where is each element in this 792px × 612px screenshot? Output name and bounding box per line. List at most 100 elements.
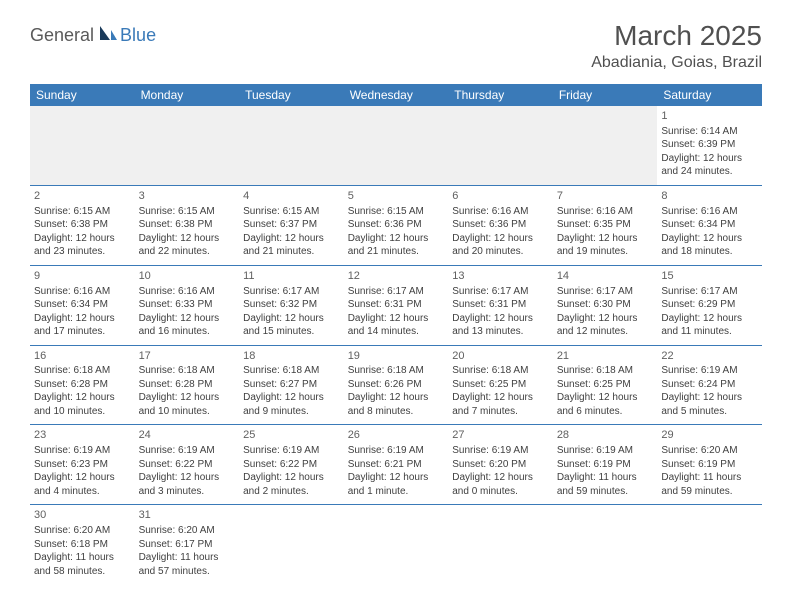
daylight-text: Daylight: 12 hours and 13 minutes. bbox=[452, 312, 549, 339]
sunrise-text: Sunrise: 6:16 AM bbox=[34, 285, 131, 299]
day-number: 22 bbox=[661, 349, 758, 364]
sunrise-text: Sunrise: 6:18 AM bbox=[557, 364, 654, 378]
sunrise-text: Sunrise: 6:19 AM bbox=[348, 444, 445, 458]
day-number: 23 bbox=[34, 428, 131, 443]
sunrise-text: Sunrise: 6:14 AM bbox=[661, 125, 758, 139]
day-number: 31 bbox=[139, 508, 236, 523]
calendar-cell: 7Sunrise: 6:16 AMSunset: 6:35 PMDaylight… bbox=[553, 185, 658, 265]
sunrise-text: Sunrise: 6:16 AM bbox=[139, 285, 236, 299]
sunset-text: Sunset: 6:24 PM bbox=[661, 378, 758, 392]
calendar-cell bbox=[344, 106, 449, 185]
daylight-text: Daylight: 12 hours and 21 minutes. bbox=[243, 232, 340, 259]
day-number: 17 bbox=[139, 349, 236, 364]
sunrise-text: Sunrise: 6:19 AM bbox=[452, 444, 549, 458]
sunrise-text: Sunrise: 6:17 AM bbox=[661, 285, 758, 299]
daylight-text: Daylight: 12 hours and 2 minutes. bbox=[243, 471, 340, 498]
calendar-cell bbox=[553, 106, 658, 185]
sunset-text: Sunset: 6:38 PM bbox=[139, 218, 236, 232]
sunset-text: Sunset: 6:25 PM bbox=[557, 378, 654, 392]
sunset-text: Sunset: 6:28 PM bbox=[139, 378, 236, 392]
sunrise-text: Sunrise: 6:15 AM bbox=[139, 205, 236, 219]
sunset-text: Sunset: 6:30 PM bbox=[557, 298, 654, 312]
daylight-text: Daylight: 12 hours and 8 minutes. bbox=[348, 391, 445, 418]
calendar-cell: 4Sunrise: 6:15 AMSunset: 6:37 PMDaylight… bbox=[239, 185, 344, 265]
sunset-text: Sunset: 6:31 PM bbox=[348, 298, 445, 312]
sunset-text: Sunset: 6:19 PM bbox=[557, 458, 654, 472]
day-number: 10 bbox=[139, 269, 236, 284]
day-header: Saturday bbox=[657, 84, 762, 106]
sunset-text: Sunset: 6:35 PM bbox=[557, 218, 654, 232]
calendar-cell: 18Sunrise: 6:18 AMSunset: 6:27 PMDayligh… bbox=[239, 345, 344, 425]
daylight-text: Daylight: 12 hours and 23 minutes. bbox=[34, 232, 131, 259]
daylight-text: Daylight: 12 hours and 5 minutes. bbox=[661, 391, 758, 418]
sunrise-text: Sunrise: 6:15 AM bbox=[243, 205, 340, 219]
calendar-cell: 17Sunrise: 6:18 AMSunset: 6:28 PMDayligh… bbox=[135, 345, 240, 425]
sunrise-text: Sunrise: 6:18 AM bbox=[34, 364, 131, 378]
calendar-cell: 28Sunrise: 6:19 AMSunset: 6:19 PMDayligh… bbox=[553, 425, 658, 505]
sunset-text: Sunset: 6:22 PM bbox=[139, 458, 236, 472]
sunset-text: Sunset: 6:21 PM bbox=[348, 458, 445, 472]
day-number: 18 bbox=[243, 349, 340, 364]
daylight-text: Daylight: 12 hours and 9 minutes. bbox=[243, 391, 340, 418]
sunset-text: Sunset: 6:28 PM bbox=[34, 378, 131, 392]
day-number: 9 bbox=[34, 269, 131, 284]
day-header: Friday bbox=[553, 84, 658, 106]
sunrise-text: Sunrise: 6:15 AM bbox=[348, 205, 445, 219]
sunset-text: Sunset: 6:34 PM bbox=[661, 218, 758, 232]
sunrise-text: Sunrise: 6:18 AM bbox=[452, 364, 549, 378]
sunrise-text: Sunrise: 6:17 AM bbox=[557, 285, 654, 299]
sunset-text: Sunset: 6:25 PM bbox=[452, 378, 549, 392]
calendar-cell: 3Sunrise: 6:15 AMSunset: 6:38 PMDaylight… bbox=[135, 185, 240, 265]
day-number: 20 bbox=[452, 349, 549, 364]
day-number: 19 bbox=[348, 349, 445, 364]
day-number: 8 bbox=[661, 189, 758, 204]
daylight-text: Daylight: 11 hours and 59 minutes. bbox=[557, 471, 654, 498]
day-number: 11 bbox=[243, 269, 340, 284]
sunset-text: Sunset: 6:19 PM bbox=[661, 458, 758, 472]
calendar-cell: 14Sunrise: 6:17 AMSunset: 6:30 PMDayligh… bbox=[553, 265, 658, 345]
day-number: 3 bbox=[139, 189, 236, 204]
calendar-row: 23Sunrise: 6:19 AMSunset: 6:23 PMDayligh… bbox=[30, 425, 762, 505]
day-header: Wednesday bbox=[344, 84, 449, 106]
day-header: Tuesday bbox=[239, 84, 344, 106]
daylight-text: Daylight: 12 hours and 4 minutes. bbox=[34, 471, 131, 498]
daylight-text: Daylight: 12 hours and 16 minutes. bbox=[139, 312, 236, 339]
sunrise-text: Sunrise: 6:17 AM bbox=[348, 285, 445, 299]
calendar-cell: 22Sunrise: 6:19 AMSunset: 6:24 PMDayligh… bbox=[657, 345, 762, 425]
day-header: Sunday bbox=[30, 84, 135, 106]
day-number: 25 bbox=[243, 428, 340, 443]
calendar-cell: 12Sunrise: 6:17 AMSunset: 6:31 PMDayligh… bbox=[344, 265, 449, 345]
sunset-text: Sunset: 6:27 PM bbox=[243, 378, 340, 392]
calendar-cell: 9Sunrise: 6:16 AMSunset: 6:34 PMDaylight… bbox=[30, 265, 135, 345]
sunset-text: Sunset: 6:36 PM bbox=[452, 218, 549, 232]
location: Abadiania, Goias, Brazil bbox=[591, 54, 762, 72]
day-number: 28 bbox=[557, 428, 654, 443]
sunrise-text: Sunrise: 6:19 AM bbox=[139, 444, 236, 458]
daylight-text: Daylight: 12 hours and 1 minute. bbox=[348, 471, 445, 498]
sunrise-text: Sunrise: 6:16 AM bbox=[452, 205, 549, 219]
day-number: 26 bbox=[348, 428, 445, 443]
daylight-text: Daylight: 12 hours and 22 minutes. bbox=[139, 232, 236, 259]
sunset-text: Sunset: 6:32 PM bbox=[243, 298, 340, 312]
daylight-text: Daylight: 12 hours and 20 minutes. bbox=[452, 232, 549, 259]
calendar-cell bbox=[135, 106, 240, 185]
sunset-text: Sunset: 6:17 PM bbox=[139, 538, 236, 552]
daylight-text: Daylight: 12 hours and 18 minutes. bbox=[661, 232, 758, 259]
logo-text-general: General bbox=[30, 25, 94, 46]
calendar-cell: 6Sunrise: 6:16 AMSunset: 6:36 PMDaylight… bbox=[448, 185, 553, 265]
day-number: 29 bbox=[661, 428, 758, 443]
sunrise-text: Sunrise: 6:17 AM bbox=[243, 285, 340, 299]
logo: General Blue bbox=[30, 24, 156, 47]
sunset-text: Sunset: 6:22 PM bbox=[243, 458, 340, 472]
day-number: 7 bbox=[557, 189, 654, 204]
calendar-cell: 21Sunrise: 6:18 AMSunset: 6:25 PMDayligh… bbox=[553, 345, 658, 425]
calendar-row: 30Sunrise: 6:20 AMSunset: 6:18 PMDayligh… bbox=[30, 505, 762, 584]
sunrise-text: Sunrise: 6:16 AM bbox=[661, 205, 758, 219]
sunset-text: Sunset: 6:18 PM bbox=[34, 538, 131, 552]
daylight-text: Daylight: 12 hours and 10 minutes. bbox=[139, 391, 236, 418]
sunset-text: Sunset: 6:23 PM bbox=[34, 458, 131, 472]
day-header-row: Sunday Monday Tuesday Wednesday Thursday… bbox=[30, 84, 762, 106]
daylight-text: Daylight: 11 hours and 58 minutes. bbox=[34, 551, 131, 578]
calendar-cell bbox=[239, 505, 344, 584]
sunrise-text: Sunrise: 6:20 AM bbox=[661, 444, 758, 458]
